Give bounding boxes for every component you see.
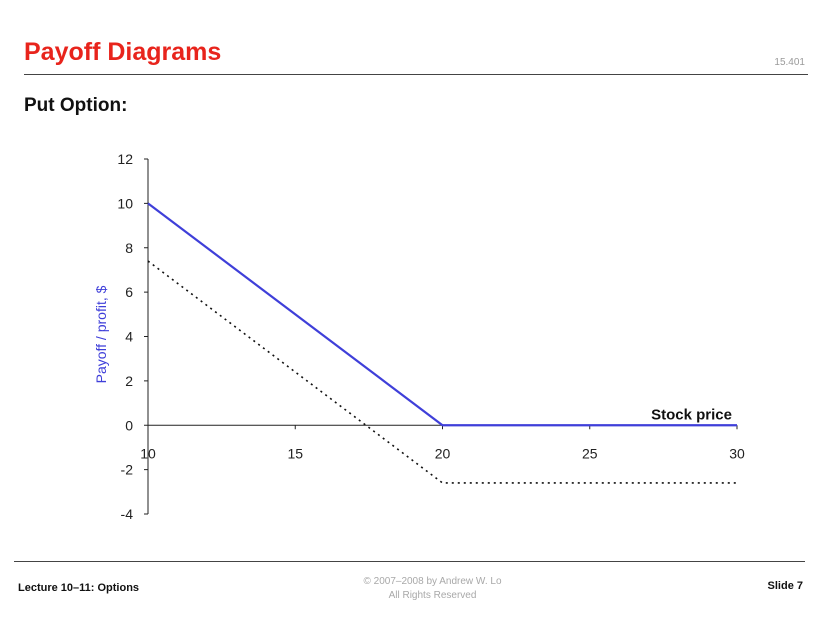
slide-title: Payoff Diagrams	[24, 38, 222, 66]
footer-slide-number: Slide 7	[767, 580, 803, 592]
y-tick-label: 4	[125, 329, 133, 345]
x-tick-label: 10	[140, 445, 156, 461]
y-tick-label: 10	[117, 195, 133, 211]
x-tick-label: 30	[729, 445, 745, 461]
profit-line	[147, 260, 737, 484]
x-axis-title: Stock price	[651, 406, 732, 423]
y-tick-label: 2	[125, 373, 133, 389]
chart-axes: -4 -2 0 2 4 6 8 10 12 10 15 20 25 30	[117, 151, 745, 522]
y-tick-label: 12	[117, 151, 133, 167]
course-number: 15.401	[774, 57, 805, 68]
slide-subtitle: Put Option:	[24, 95, 128, 116]
x-tick-label: 20	[435, 445, 451, 461]
payoff-line	[147, 202, 737, 427]
chart-series	[147, 202, 737, 484]
footer-lecture: Lecture 10–11: Options	[18, 582, 140, 594]
rights-line: All Rights Reserved	[388, 590, 477, 601]
chart-labels: Stock price Payoff / profit, $	[93, 285, 732, 423]
y-tick-label: -2	[121, 462, 134, 478]
y-tick-label: -4	[121, 506, 134, 522]
x-tick-label: 15	[287, 445, 303, 461]
y-tick-label: 0	[125, 417, 133, 433]
y-tick-label: 8	[125, 240, 133, 256]
put-option-payoff-chart: -4 -2 0 2 4 6 8 10 12 10 15 20 25 30 Stock price Payof…	[93, 151, 745, 522]
title-divider	[24, 74, 808, 75]
copyright-line: © 2007–2008 by Andrew W. Lo	[363, 576, 502, 587]
x-tick-label: 25	[582, 445, 598, 461]
footer-copyright: © 2007–2008 by Andrew W. Lo All Rights R…	[310, 575, 555, 603]
y-tick-label: 6	[125, 284, 133, 300]
footer-divider	[14, 561, 805, 562]
y-axis-title: Payoff / profit, $	[93, 285, 109, 383]
